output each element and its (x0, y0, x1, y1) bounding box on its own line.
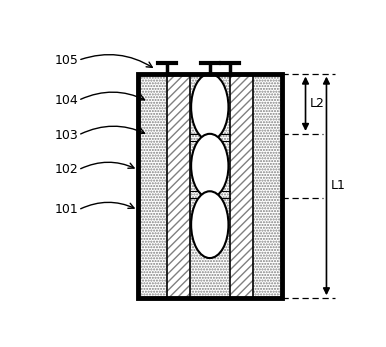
Text: 105: 105 (54, 54, 78, 67)
Text: 103: 103 (54, 129, 78, 142)
Text: 101: 101 (54, 203, 78, 217)
Text: L1: L1 (331, 179, 346, 193)
Text: 102: 102 (54, 163, 78, 176)
Bar (230, 74, 253, 298)
Ellipse shape (191, 74, 229, 141)
Text: 104: 104 (54, 94, 78, 107)
Ellipse shape (191, 191, 229, 258)
Bar (138, 74, 167, 298)
Bar (253, 74, 282, 298)
Text: L2: L2 (310, 97, 325, 110)
Ellipse shape (191, 134, 229, 198)
Bar (138, 74, 282, 298)
Bar (167, 74, 190, 298)
Bar (190, 74, 230, 298)
